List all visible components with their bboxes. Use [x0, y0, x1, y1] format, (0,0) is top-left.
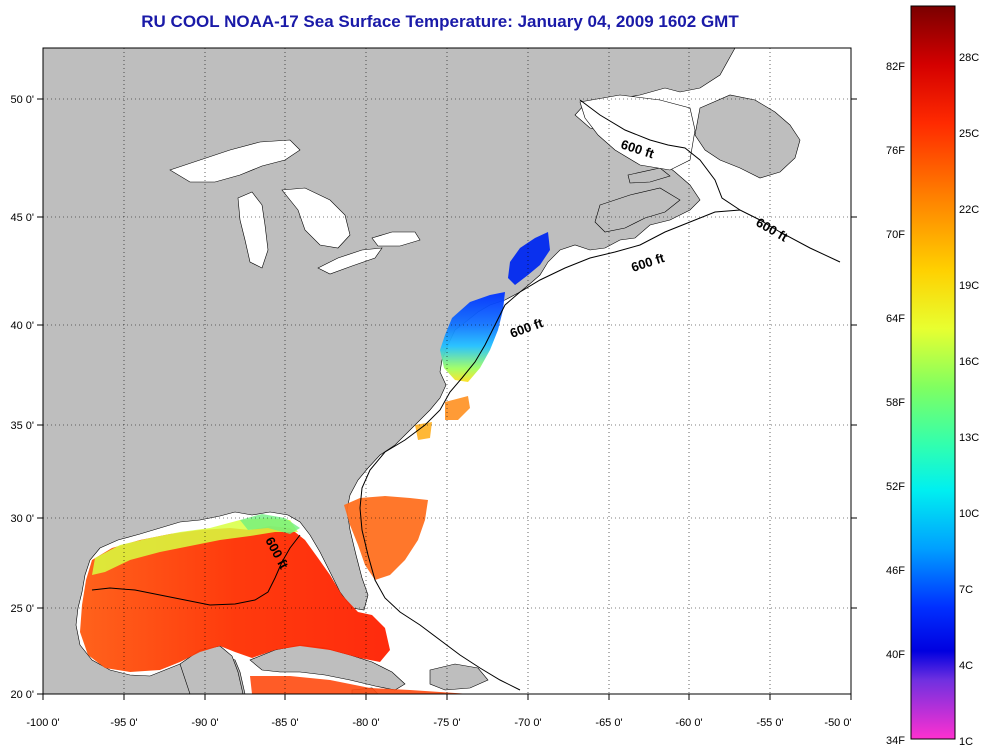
colorbar-c-label: 1C [959, 736, 973, 748]
hispaniola [429, 663, 489, 691]
colorbar-f-label: 70F [886, 229, 905, 241]
gulf-st-lawrence [579, 94, 696, 171]
colorbar-fahrenheit-labels: 82F 76F 70F 64F 58F 52F 46F 40F 34F [886, 61, 905, 747]
lon-label: -95 0' [110, 717, 137, 729]
map-title: RU COOL NOAA-17 Sea Surface Temperature:… [141, 12, 739, 31]
colorbar-f-label: 64F [886, 313, 905, 325]
lon-label: -80 0' [352, 717, 379, 729]
lon-label: -70 0' [514, 717, 541, 729]
colorbar [910, 5, 956, 740]
lon-label: -75 0' [433, 717, 460, 729]
lat-label: 25 0' [10, 603, 34, 615]
prince-edward-island [627, 167, 671, 184]
isobath-600ft [359, 209, 841, 691]
sst-mid-atlantic-shelf [440, 292, 505, 382]
colorbar-c-label: 16C [959, 356, 979, 368]
sst-caribbean [250, 676, 470, 694]
longitude-labels: -100 0' -95 0' -90 0' -85 0' -80 0' -75 … [26, 717, 851, 729]
colorbar-f-label: 34F [886, 735, 905, 747]
colorbar-f-label: 52F [886, 481, 905, 493]
colorbar-c-label: 28C [959, 52, 979, 64]
colorbar-f-label: 58F [886, 397, 905, 409]
isobath-600ft-gulf [91, 534, 301, 606]
lake-michigan [237, 191, 269, 269]
sst-gulf-of-mexico [80, 526, 390, 672]
colorbar-c-label: 22C [959, 204, 979, 216]
lake-erie [317, 247, 383, 275]
lat-label: 35 0' [10, 420, 34, 432]
colorbar-c-label: 19C [959, 280, 979, 292]
lat-label: 30 0' [10, 513, 34, 525]
latitude-labels: 50 0' 45 0' 40 0' 35 0' 30 0' 25 0' 20 0… [10, 94, 34, 701]
lake-superior [169, 139, 301, 183]
tick-marks [37, 98, 857, 700]
lat-label: 20 0' [10, 689, 34, 701]
colorbar-c-label: 25C [959, 128, 979, 140]
lat-label: 50 0' [10, 94, 34, 106]
colorbar-f-label: 76F [886, 145, 905, 157]
colorbar-c-label: 4C [959, 660, 973, 672]
colorbar-c-label: 13C [959, 432, 979, 444]
colorbar-f-label: 46F [886, 565, 905, 577]
colorbar-f-label: 40F [886, 649, 905, 661]
lake-huron [281, 187, 351, 249]
lon-label: -90 0' [191, 717, 218, 729]
lon-label: -65 0' [595, 717, 622, 729]
colorbar-c-label: 7C [959, 584, 973, 596]
sst-gulf-stream-south [344, 496, 428, 580]
north-america-land [43, 48, 736, 694]
sst-gulf-stream-mid [445, 396, 470, 420]
colorbar-c-label: 10C [959, 508, 979, 520]
sst-carolina-patch [415, 422, 432, 440]
lon-label: -50 0' [824, 717, 851, 729]
lat-label: 40 0' [10, 320, 34, 332]
lat-label: 45 0' [10, 212, 34, 224]
graticule [43, 48, 851, 694]
lon-label: -100 0' [26, 717, 59, 729]
lon-label: -60 0' [675, 717, 702, 729]
newfoundland [694, 94, 801, 179]
lon-label: -85 0' [271, 717, 298, 729]
sst-gulf-of-maine [508, 232, 550, 285]
sst-gulf-coastal-cool [92, 518, 298, 575]
nova-scotia [594, 187, 681, 233]
lon-label: -55 0' [756, 717, 783, 729]
isobath-600ft-north [579, 99, 741, 211]
colorbar-celsius-labels: 28C 25C 22C 19C 16C 13C 10C 7C 4C 1C [959, 52, 979, 748]
colorbar-f-label: 82F [886, 61, 905, 73]
lake-ontario [371, 231, 421, 247]
